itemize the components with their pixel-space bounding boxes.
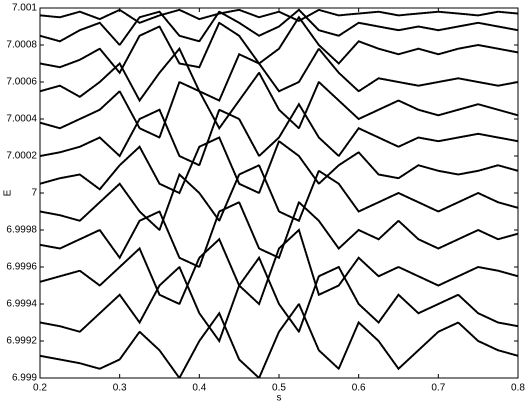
energy-curve — [40, 228, 518, 306]
x-tick-label: 0.3 — [113, 383, 127, 394]
x-tick-label: 0.5 — [272, 383, 286, 394]
energy-curve — [40, 8, 518, 47]
energy-curve — [40, 136, 518, 195]
energy-curve — [40, 102, 518, 167]
energy-curve — [40, 200, 518, 269]
energy-curve — [40, 163, 518, 232]
y-tick-label: 6.9994 — [6, 299, 37, 310]
energy-curve — [40, 15, 518, 75]
energy-curve — [40, 8, 518, 24]
energy-curve — [40, 46, 518, 103]
y-tick-label: 7.0002 — [6, 151, 37, 162]
y-tick-label: 7.0004 — [6, 114, 37, 125]
y-tick-label: 6.9998 — [6, 225, 37, 236]
y-tick-label: 6.9992 — [6, 336, 37, 347]
y-tick-label: 6.9996 — [6, 262, 37, 273]
y-tick-label: 7.0006 — [6, 77, 37, 88]
energy-curve — [40, 301, 518, 378]
y-tick-label: 7.001 — [12, 3, 37, 14]
x-tick-label: 0.2 — [33, 383, 47, 394]
y-tick-label: 7.0008 — [6, 40, 37, 51]
y-axis-label: E — [3, 189, 14, 196]
x-tick-label: 0.4 — [192, 383, 206, 394]
x-axis-label: s — [277, 393, 282, 404]
x-tick-label: 0.7 — [431, 383, 445, 394]
y-tick-label: 7 — [31, 188, 37, 199]
x-tick-label: 0.8 — [511, 383, 525, 394]
y-tick-label: 6.999 — [12, 373, 37, 384]
energy-curve — [40, 255, 518, 344]
x-tick-label: 0.6 — [352, 383, 366, 394]
energy-curve — [40, 70, 518, 139]
